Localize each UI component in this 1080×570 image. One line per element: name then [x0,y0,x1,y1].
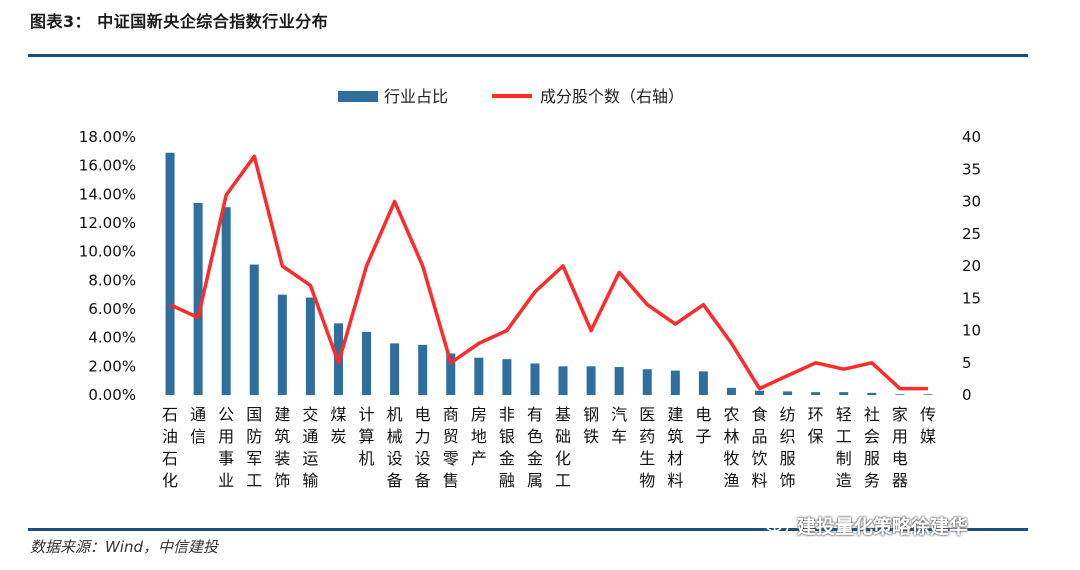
legend-bar-swatch [338,91,378,102]
left-tick-label: 6.00% [88,300,136,318]
bar [165,152,175,395]
bar [249,264,259,395]
bar [670,370,680,395]
bar [614,367,624,395]
left-tick-label: 0.00% [88,386,136,404]
bar [530,363,540,395]
category-label: 农林牧渔 [723,405,739,490]
bar [362,331,372,395]
category-label: 建筑装饰 [274,405,290,490]
bar [418,344,428,395]
bar [839,392,849,395]
chart: 行业占比 成分股个数（右轴） 0.00% 2.00% 4.00% 6.00% 8.00%… [79,87,981,490]
bar [446,353,456,395]
right-tick-label: 0 [962,386,972,404]
category-label: 非银金融 [499,405,515,490]
category-label: 商贸零售 [443,405,459,490]
category-label: 石油石化 [162,405,178,490]
bar [586,366,596,395]
left-tick-label: 14.00% [79,185,136,203]
figure-title: 图表3： 中证国新央企综合指数行业分布 [30,12,329,31]
category-label: 轻工制造 [836,405,852,490]
left-tick-label: 10.00% [79,243,136,261]
left-tick-label: 2.00% [88,357,136,375]
category-label: 建筑材料 [667,405,683,490]
category-label: 电子 [695,405,711,446]
watermark: 建投量化策略徐建华 [765,512,968,539]
right-tick-label: 20 [962,257,981,275]
bar [923,394,933,395]
category-label: 纺织服饰 [780,405,796,490]
category-label: 医药生物 [639,405,655,490]
category-label: 公用事业 [218,405,234,490]
bar [895,394,905,395]
right-tick-label: 10 [962,322,981,340]
legend-line-label: 成分股个数（右轴） [540,87,684,106]
source-note: 数据来源：Wind，中信建投 [30,538,219,556]
right-tick-label: 5 [962,354,972,372]
category-label: 计算机 [359,405,375,468]
bottom-rule [28,528,1028,531]
watermark-text: 建投量化策略徐建华 [797,516,969,538]
category-label: 机械设备 [387,405,403,490]
bar [783,391,793,395]
right-tick-label: 30 [962,193,981,211]
category-label: 煤炭 [330,405,346,446]
x-axis-labels: 石油石化通信公用事业国防军工建筑装饰交通运输煤炭计算机机械设备电力设备商贸零售房… [162,405,936,490]
category-label: 传媒 [920,405,936,446]
line-series [169,154,928,391]
category-label: 汽车 [611,405,627,446]
bar [726,387,736,395]
right-tick-label: 15 [962,289,981,307]
right-tick-label: 25 [962,225,981,243]
line-path [169,154,928,391]
right-tick-label: 35 [962,160,981,178]
category-label: 家用电器 [892,405,908,490]
legend-bar-label: 行业占比 [384,87,448,106]
bar [502,359,512,395]
bar [277,294,287,395]
left-tick-label: 18.00% [79,128,136,146]
bar [755,390,765,395]
left-axis: 0.00% 2.00% 4.00% 6.00% 8.00% 10.00% 12.00% 14.… [79,128,136,404]
bar [642,369,652,395]
category-label: 社会服务 [864,405,880,490]
category-label: 有色金属 [527,405,543,490]
category-label: 通信 [190,405,206,446]
bar [811,392,821,395]
bar [305,297,315,395]
right-axis: 0 5 10 15 20 25 30 35 40 [962,128,981,404]
category-label: 房地产 [471,405,487,468]
category-label: 基础化工 [555,405,571,490]
wechat-icon [765,517,789,535]
bar [474,357,484,395]
left-tick-label: 4.00% [88,329,136,347]
right-tick-label: 40 [962,128,981,146]
bar [221,207,231,395]
bar [698,371,708,395]
category-label: 电力设备 [415,405,431,490]
category-label: 交通运输 [302,405,318,490]
bar-series [165,152,933,395]
left-tick-label: 16.00% [79,157,136,175]
top-rule [28,54,1028,57]
category-label: 食品饮料 [752,405,768,490]
left-tick-label: 12.00% [79,214,136,232]
bar [193,202,203,395]
category-label: 钢铁 [583,405,599,446]
category-label: 环保 [808,405,824,446]
legend: 行业占比 成分股个数（右轴） [338,87,684,106]
left-tick-label: 8.00% [88,271,136,289]
category-label: 国防军工 [246,405,262,490]
bar [558,366,568,395]
bar [867,392,877,395]
bar [390,343,400,395]
